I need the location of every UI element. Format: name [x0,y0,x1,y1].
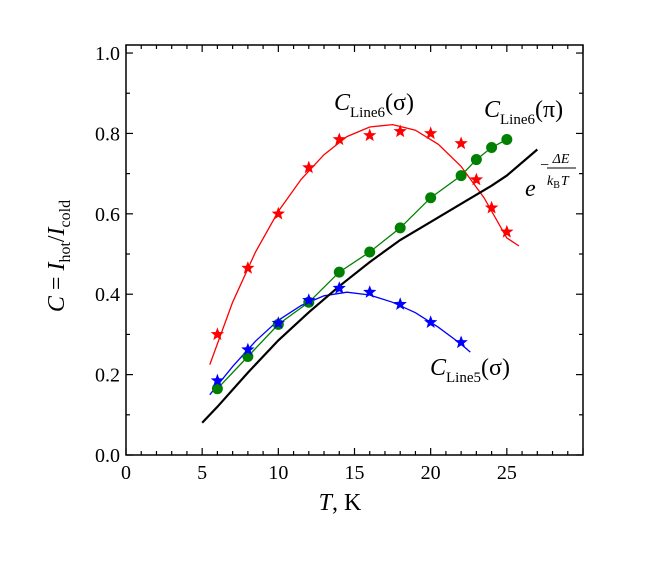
label-exp-formula: e − ΔE kBT [525,152,576,202]
label-line5-sigma: CLine5(σ) [430,355,510,386]
y-tick-label: 0.6 [95,204,120,226]
fit-curve-line6-sigma [209,123,520,365]
x-tick-label: 25 [497,462,517,484]
point-line6-pi [333,266,345,278]
point-line6-sigma [500,224,514,238]
svg-text:kBT: kBT [547,174,570,191]
y-tick-label: 0.8 [95,123,120,145]
point-line6-pi [394,222,406,234]
point-line6-sigma [393,124,407,138]
y-tick-label: 1.0 [95,43,120,65]
point-line6-pi [425,192,437,204]
y-tick-label: 0.4 [95,284,120,306]
y-axis: 0.0 0.2 0.4 0.6 0.8 1.0 [95,43,583,467]
point-line5-sigma [332,281,346,294]
x-axis-title: T, K [319,490,362,516]
x-axis: 0 5 10 15 20 25 [121,45,584,484]
svg-text:−: − [540,157,549,174]
x-tick-label: 10 [268,462,288,484]
x-tick-label: 15 [345,462,365,484]
label-line6-sigma: CLine6(σ) [334,90,414,121]
point-line6-sigma [424,126,438,140]
data-markers [210,124,514,395]
point-line5-sigma [271,316,285,329]
point-line6-sigma [469,172,483,186]
point-line6-pi [486,142,498,153]
point-line6-pi [364,246,376,258]
point-line5-sigma [210,373,225,387]
point-line6-pi [211,383,223,395]
x-tick-label: 20 [421,462,441,484]
point-line5-sigma [393,297,407,310]
svg-text:e: e [525,176,536,202]
point-line6-pi [455,170,467,182]
fit-curve-line5-sigma [209,291,471,396]
point-line5-sigma [363,285,377,298]
point-line5-sigma [302,293,316,306]
y-tick-label: 0.0 [95,445,120,467]
point-line5-sigma [454,335,468,349]
x-tick-label: 5 [197,462,207,484]
series-line-exp [201,148,539,424]
point-line6-sigma [332,132,346,146]
label-line6-pi: CLine6(π) [484,97,563,128]
point-line6-sigma [241,261,255,274]
point-line5-sigma [241,342,255,356]
point-line6-sigma [484,200,499,214]
point-line6-sigma [210,327,225,341]
y-axis-title: C = Ihot/Icold [44,200,74,312]
y-tick-label: 0.2 [95,365,120,387]
point-line6-pi [242,351,254,363]
point-line6-sigma [302,160,316,174]
point-line6-pi [470,154,482,166]
x-tick-label: 0 [121,462,131,484]
point-line6-sigma [363,128,377,142]
point-line5-sigma [424,315,438,328]
point-line6-sigma [454,136,468,150]
point-line6-sigma [271,206,285,220]
svg-text:ΔE: ΔE [552,152,570,167]
point-line6-pi [501,133,513,145]
